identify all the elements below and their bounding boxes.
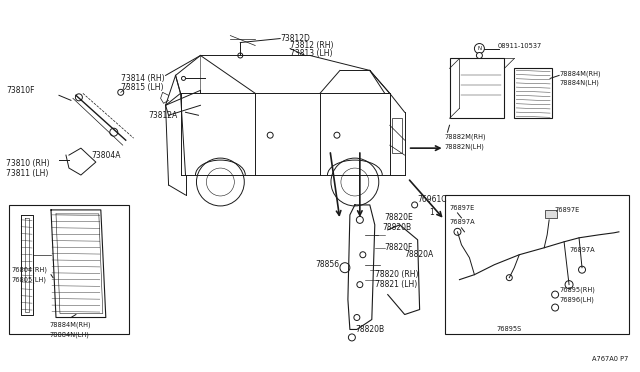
Text: 76895S: 76895S: [497, 327, 522, 333]
Text: 76897A: 76897A: [449, 219, 475, 225]
Text: 78820B: 78820B: [383, 223, 412, 232]
Bar: [515, 68, 552, 118]
Circle shape: [110, 128, 118, 136]
Text: 73812 (RH): 73812 (RH): [290, 41, 333, 50]
Text: 1: 1: [429, 208, 435, 217]
Text: 76896(LH): 76896(LH): [559, 296, 594, 303]
Text: 78882M(RH): 78882M(RH): [445, 134, 486, 141]
Text: 78884N(LH): 78884N(LH): [49, 331, 89, 338]
Bar: [9, 205, 129, 334]
Text: 73812A: 73812A: [148, 111, 178, 120]
Text: 78856: 78856: [315, 260, 339, 269]
Bar: [445, 195, 629, 334]
Text: 76805(LH): 76805(LH): [11, 276, 46, 283]
Circle shape: [76, 94, 83, 101]
Text: N: N: [477, 46, 481, 51]
Text: 76897E: 76897E: [449, 205, 475, 211]
Text: 73811 (LH): 73811 (LH): [6, 169, 49, 177]
Circle shape: [552, 304, 559, 311]
Circle shape: [348, 334, 355, 341]
Circle shape: [360, 252, 366, 258]
Text: 78882N(LH): 78882N(LH): [445, 144, 484, 150]
Bar: [545, 210, 557, 218]
Text: 78884N(LH): 78884N(LH): [559, 79, 599, 86]
Text: 08911-10537: 08911-10537: [497, 42, 541, 48]
Text: 78820E: 78820E: [385, 214, 413, 222]
Text: 76897A: 76897A: [569, 247, 595, 253]
Text: 78820F: 78820F: [385, 243, 413, 252]
Text: 78821 (LH): 78821 (LH): [375, 280, 417, 289]
Circle shape: [474, 44, 484, 54]
Circle shape: [565, 280, 573, 289]
Circle shape: [354, 314, 360, 321]
Text: 73810 (RH): 73810 (RH): [6, 158, 50, 167]
Text: 78820B: 78820B: [355, 325, 384, 334]
Text: 78820A: 78820A: [404, 250, 434, 259]
Text: 76895(RH): 76895(RH): [559, 286, 595, 293]
Bar: [449, 58, 504, 118]
Circle shape: [552, 291, 559, 298]
Circle shape: [579, 266, 586, 273]
Bar: [392, 118, 402, 153]
Circle shape: [357, 282, 363, 288]
Text: 73812D: 73812D: [280, 34, 310, 43]
Circle shape: [476, 52, 483, 58]
Circle shape: [506, 275, 512, 280]
Text: 73813 (LH): 73813 (LH): [290, 49, 333, 58]
Text: 78884M(RH): 78884M(RH): [559, 70, 601, 77]
Text: 73810F: 73810F: [6, 86, 35, 95]
Text: A767A0 P7: A767A0 P7: [593, 356, 629, 362]
Text: 73804A: 73804A: [91, 151, 120, 160]
Text: 76804(RH): 76804(RH): [11, 266, 47, 273]
Text: 73815 (LH): 73815 (LH): [121, 83, 163, 92]
Text: 78820 (RH): 78820 (RH): [375, 270, 419, 279]
Text: 73814 (RH): 73814 (RH): [121, 74, 164, 83]
Text: 78884M(RH): 78884M(RH): [49, 321, 91, 328]
Circle shape: [454, 228, 461, 235]
Circle shape: [340, 263, 350, 273]
Text: 76961C: 76961C: [418, 195, 447, 205]
Text: 76897E: 76897E: [554, 207, 579, 213]
Circle shape: [356, 217, 364, 223]
